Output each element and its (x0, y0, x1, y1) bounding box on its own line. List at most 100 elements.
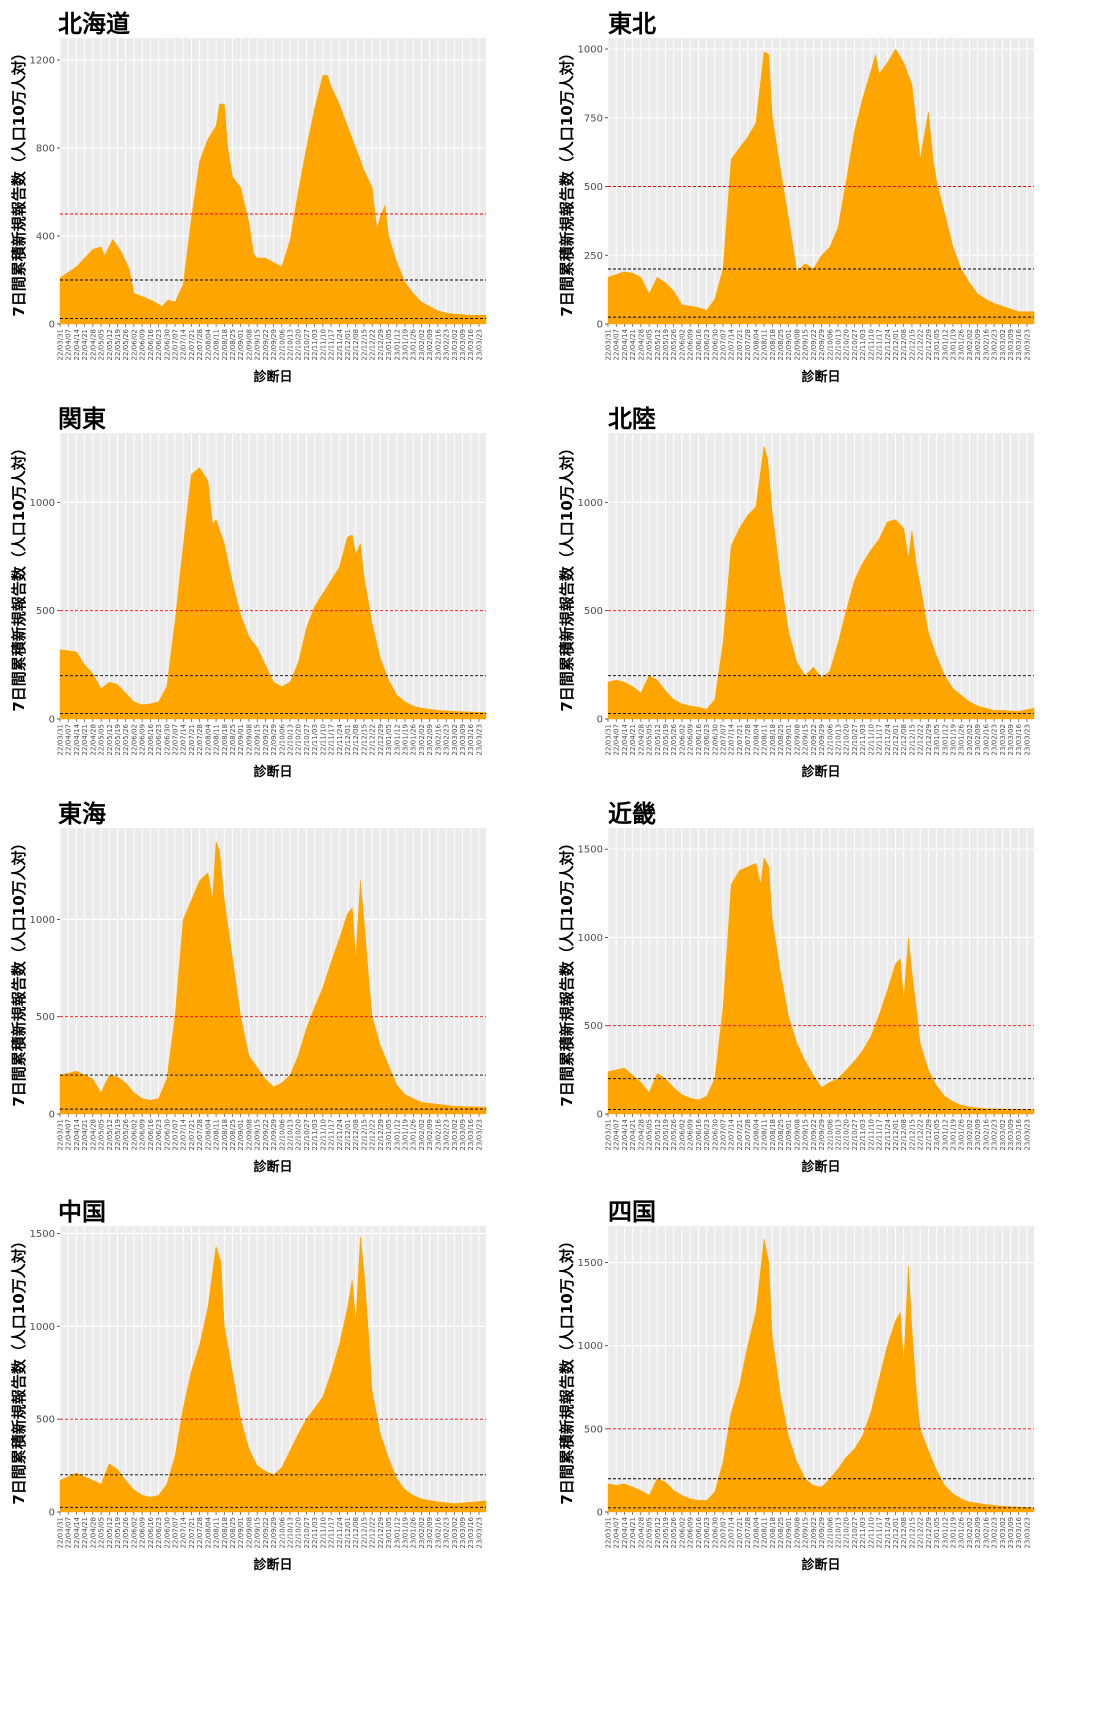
x-axis-title: 診断日 (253, 1159, 292, 1175)
x-tick-label: 22/07/28 (196, 329, 204, 360)
x-tick-label: 22/06/16 (147, 1516, 155, 1548)
x-tick-label: 22/06/16 (695, 328, 703, 360)
x-tick-label: 22/08/25 (777, 1119, 785, 1150)
x-tick-label: 23/01/19 (402, 1119, 410, 1150)
x-tick-label: 22/06/30 (163, 329, 171, 360)
x-tick-label: 22/08/11 (213, 329, 221, 360)
x-tick-label: 22/11/17 (328, 1119, 336, 1150)
plot-background (608, 828, 1034, 1114)
x-tick-label: 22/08/04 (752, 1118, 760, 1150)
x-tick-label: 22/07/14 (180, 1516, 188, 1548)
x-tick-label: 22/10/06 (826, 328, 834, 360)
x-tick-label: 22/06/16 (147, 328, 155, 360)
x-tick-label: 23/01/26 (410, 328, 418, 360)
x-tick-label: 22/12/29 (925, 724, 933, 755)
x-tick-label: 22/12/29 (377, 329, 385, 360)
x-tick-label: 23/03/02 (451, 1517, 459, 1548)
x-tick-label: 22/06/02 (678, 724, 686, 755)
x-tick-label: 22/09/01 (785, 724, 793, 755)
chart-title: 北海道 (58, 10, 130, 38)
x-tick-label: 22/06/30 (163, 1517, 171, 1548)
x-tick-label: 23/01/12 (393, 1119, 401, 1150)
y-tick-label: 1500 (30, 1229, 55, 1240)
x-tick-label: 22/04/28 (89, 1119, 97, 1150)
x-tick-label: 22/08/25 (229, 724, 237, 755)
x-tick-label: 23/03/16 (1015, 1118, 1023, 1150)
x-tick-label: 22/12/01 (892, 1517, 900, 1548)
x-tick-label: 23/01/05 (933, 329, 941, 360)
y-tick-label: 0 (597, 320, 603, 331)
x-tick-label: 22/08/11 (213, 724, 221, 755)
x-tick-label: 22/10/20 (843, 1517, 851, 1548)
x-tick-label: 23/03/16 (467, 1118, 475, 1150)
x-tick-label: 22/12/08 (900, 329, 908, 360)
x-tick-label: 23/01/19 (402, 329, 410, 360)
y-tick-label: 500 (36, 1012, 55, 1023)
x-tick-label: 23/01/12 (393, 724, 401, 755)
x-tick-label: 22/03/31 (57, 724, 65, 755)
x-tick-label: 23/01/26 (958, 1516, 966, 1548)
x-tick-label: 22/06/23 (155, 1517, 163, 1548)
chart-svg: 0 500 1000 22/03/31 22/04/07 22/04/14 22/04/21… (10, 828, 487, 1175)
x-tick-label: 22/07/07 (720, 329, 728, 360)
x-tick-label: 22/12/22 (917, 1517, 925, 1548)
x-tick-label: 22/09/01 (785, 1517, 793, 1548)
x-tick-label: 22/09/29 (270, 329, 278, 360)
x-tick-label: 22/12/01 (344, 724, 352, 755)
x-tick-label: 22/08/04 (752, 723, 760, 755)
x-tick-label: 22/09/29 (270, 724, 278, 755)
x-axis-title: 診断日 (253, 764, 292, 780)
x-tick-label: 22/09/29 (270, 1517, 278, 1548)
x-tick-label: 22/09/08 (245, 724, 253, 755)
area-series (607, 857, 1035, 1115)
x-tick-label: 22/04/21 (81, 1517, 89, 1548)
x-tick-label: 22/11/17 (876, 329, 884, 360)
chart-panel: 北陸 0 500 1000 22/03/31 22/04/07 22/04/14 22/04/… (548, 395, 1096, 790)
x-tick-label: 22/11/03 (859, 329, 867, 360)
x-tick-label: 22/03/31 (605, 1517, 613, 1548)
x-tick-label: 23/02/16 (982, 723, 990, 755)
chart-panel: 北海道 0 400 800 1200 22/03/31 22/04/07 22/04/14 22… (0, 0, 548, 395)
x-tick-label: 22/08/11 (761, 1517, 769, 1548)
y-tick-label: 0 (49, 1110, 55, 1121)
x-tick-label: 23/03/23 (475, 1119, 483, 1150)
x-tick-label: 23/03/09 (1007, 724, 1015, 755)
x-tick-label: 22/09/01 (237, 724, 245, 755)
chart-title: 関東 (58, 405, 106, 433)
x-tick-label: 22/03/31 (57, 329, 65, 360)
x-tick-label: 22/12/01 (344, 329, 352, 360)
y-axis-title: 7日間累積新規報告数（人口10万人対） (10, 1233, 28, 1504)
x-tick-label: 23/03/02 (999, 1119, 1007, 1150)
x-tick-label: 22/09/15 (254, 1119, 262, 1150)
y-tick-label: 1200 (30, 56, 55, 67)
x-tick-label: 22/12/29 (925, 1119, 933, 1150)
x-tick-label: 23/03/16 (1015, 1516, 1023, 1548)
y-tick-label: 1000 (578, 1341, 603, 1352)
x-tick-label: 22/09/29 (818, 329, 826, 360)
x-tick-label: 22/09/15 (254, 329, 262, 360)
x-tick-label: 22/08/04 (752, 1516, 760, 1548)
x-tick-label: 22/12/01 (344, 1119, 352, 1150)
x-tick-label: 22/09/08 (245, 1517, 253, 1548)
x-tick-label: 22/12/01 (892, 724, 900, 755)
x-tick-label: 22/06/16 (695, 1516, 703, 1548)
x-tick-label: 22/11/03 (859, 1119, 867, 1150)
x-tick-label: 23/02/02 (418, 1119, 426, 1150)
x-tick-label: 22/08/25 (777, 329, 785, 360)
x-tick-label: 22/06/23 (703, 724, 711, 755)
x-tick-label: 22/10/06 (278, 723, 286, 755)
x-tick-label: 22/07/14 (728, 723, 736, 755)
x-tick-label: 22/11/24 (884, 328, 892, 360)
x-tick-label: 22/09/29 (270, 1119, 278, 1150)
x-tick-label: 23/02/23 (443, 724, 451, 755)
plot-background (608, 433, 1034, 719)
x-tick-label: 22/08/18 (221, 1119, 229, 1150)
x-tick-label: 23/01/26 (958, 723, 966, 755)
x-tick-label: 23/01/26 (958, 328, 966, 360)
x-tick-label: 22/05/12 (106, 1517, 114, 1548)
x-tick-label: 23/02/23 (443, 329, 451, 360)
x-tick-label: 23/01/05 (385, 1517, 393, 1548)
x-tick-label: 22/09/15 (802, 1517, 810, 1548)
x-tick-label: 22/06/02 (130, 1517, 138, 1548)
